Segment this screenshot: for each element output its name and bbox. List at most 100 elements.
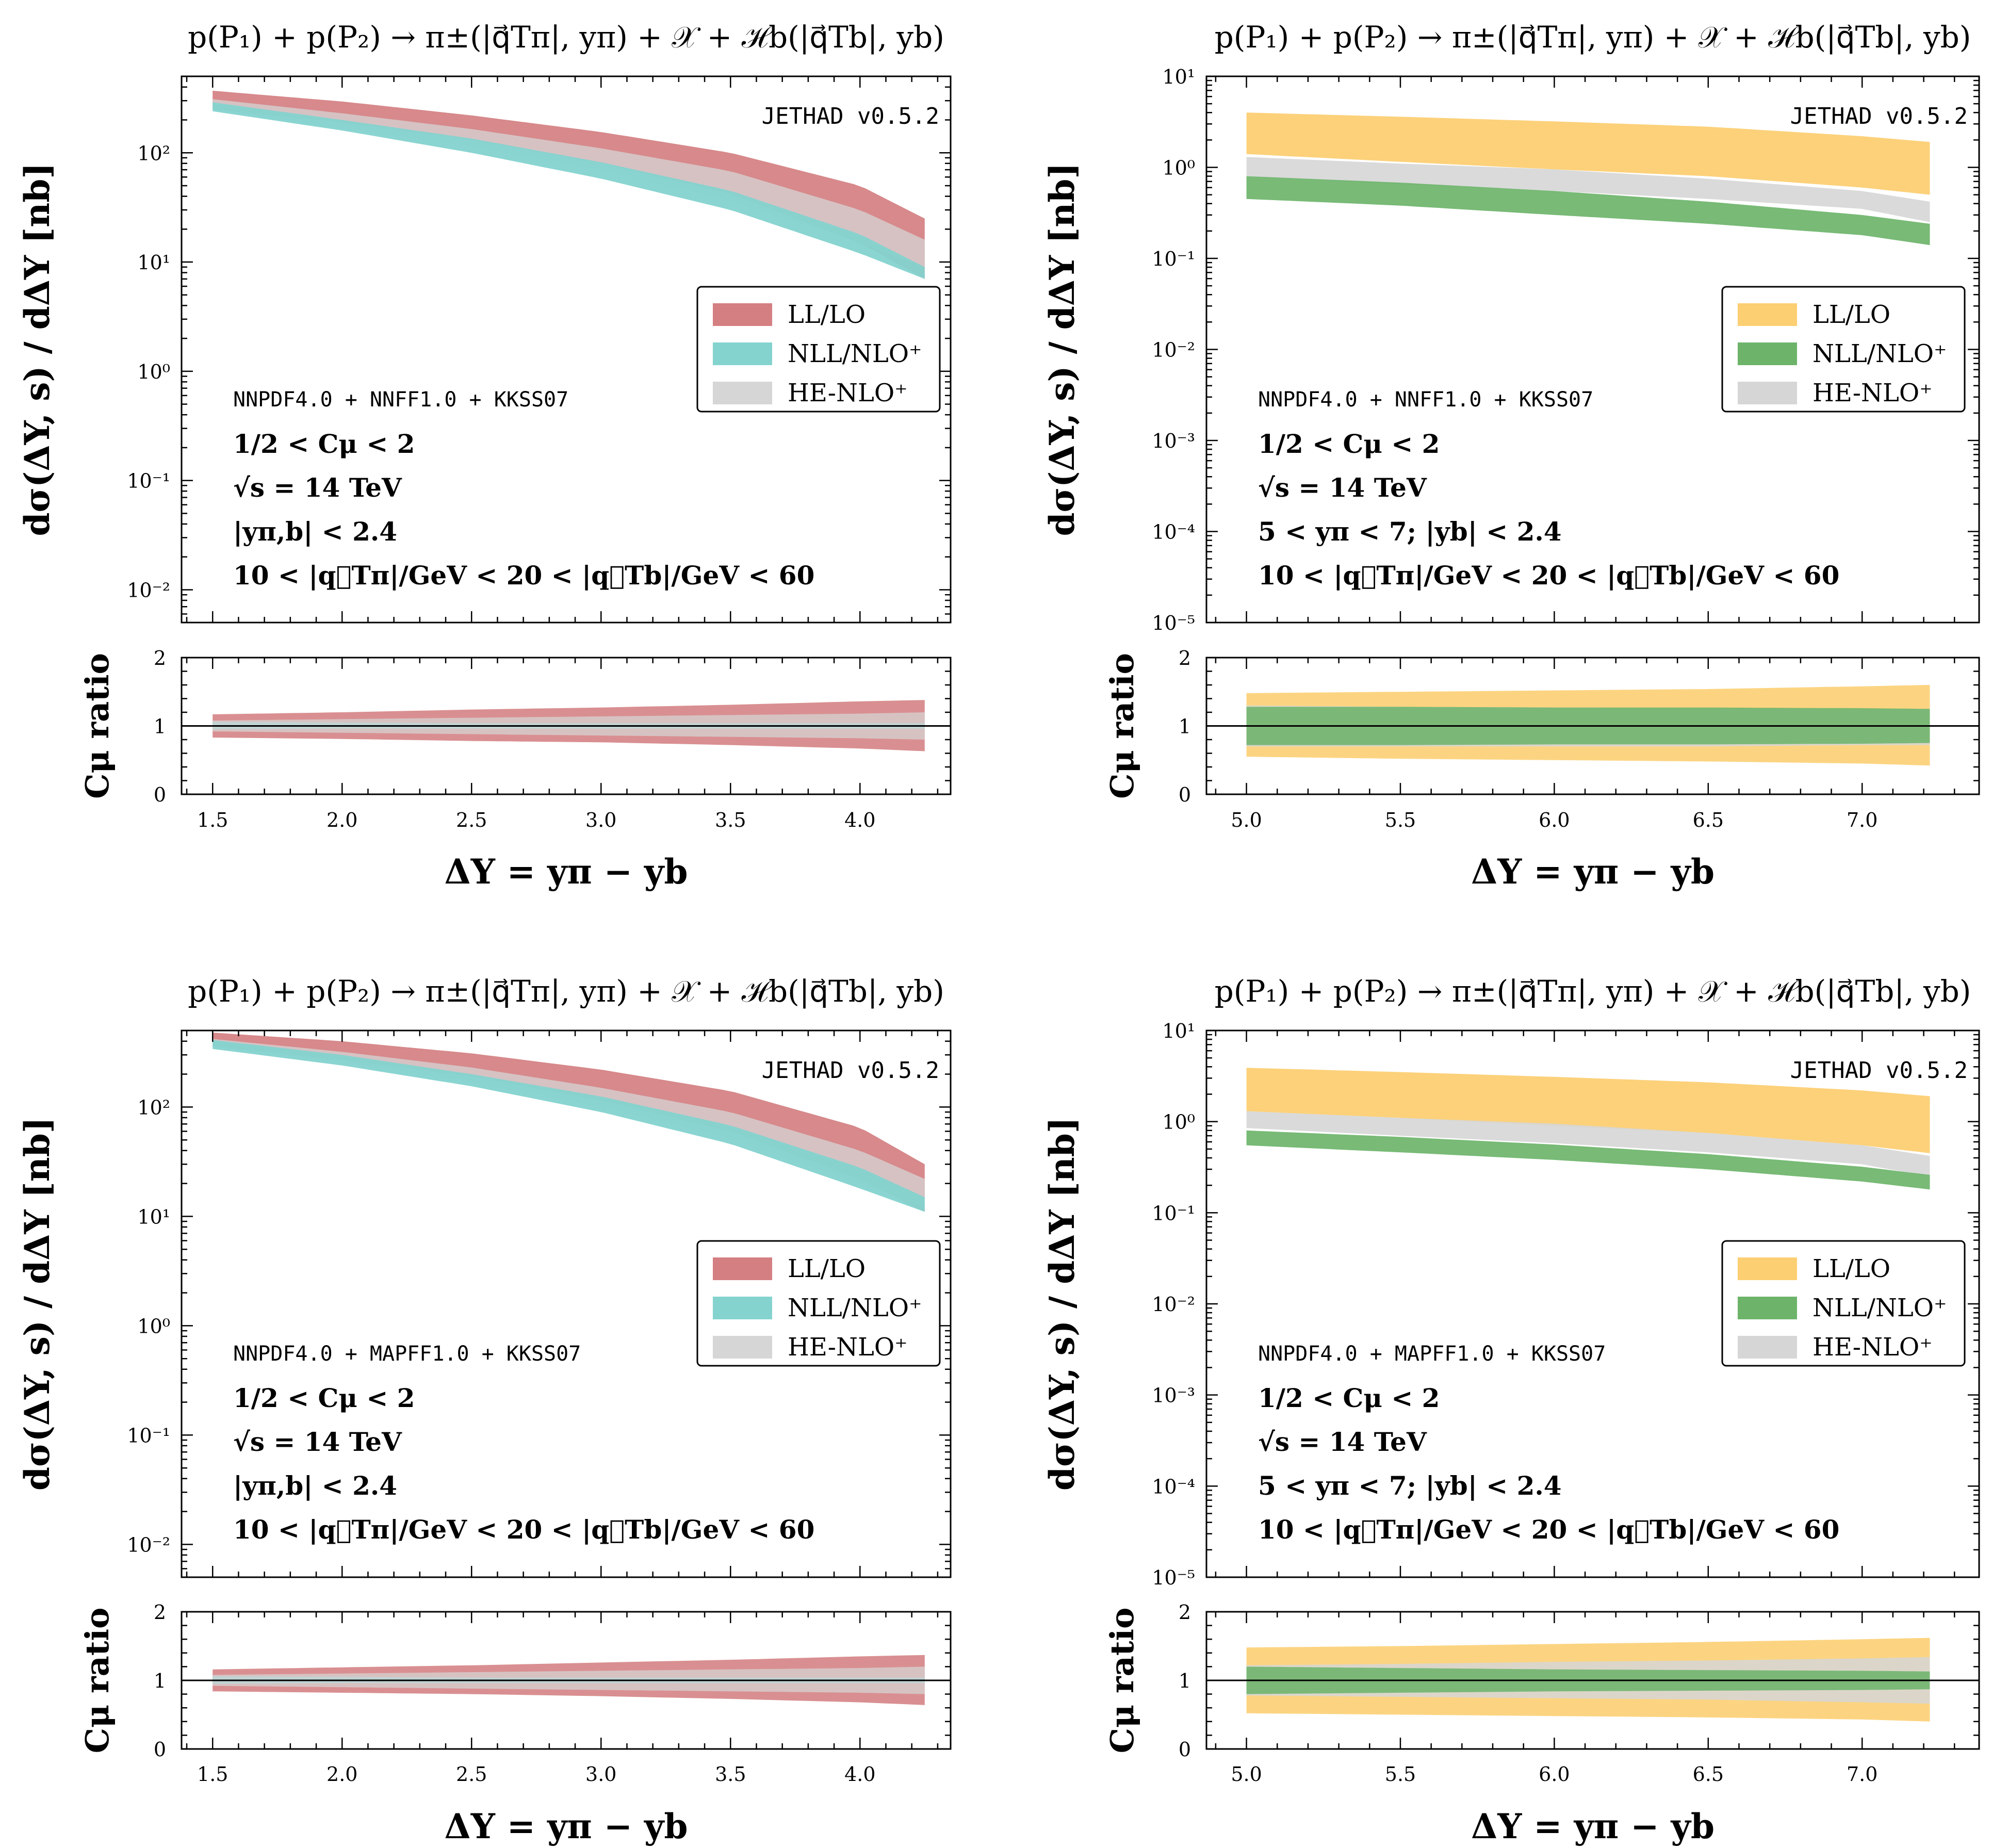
legend: LL/LO NLL/NLO⁺ HE-NLO⁺ <box>696 286 941 413</box>
cut-label: |yπ,b| < 2.4 <box>233 1470 397 1501</box>
cut-label: √s = 14 TeV <box>1258 1427 1427 1457</box>
x-tick-label: 2.5 <box>456 1763 487 1786</box>
x-tick-label: 2.5 <box>456 809 487 831</box>
y-axis-label: dσ(ΔY, s) / dΔY [nb] <box>1042 1117 1082 1491</box>
panel-bl: p(P₁) + p(P₂) → π±(|q⃗Tπ|, yπ) + 𝒳 + ℋb(… <box>17 974 952 1846</box>
legend-swatch <box>713 1257 772 1280</box>
legend-label: NLL/NLO⁺ <box>1813 1294 1947 1322</box>
band-lllo <box>1246 1068 1930 1153</box>
x-tick-label: 7.0 <box>1847 1763 1877 1786</box>
ratio-tick-label: 1 <box>1179 715 1191 738</box>
x-axis-label: ΔY = yπ − yb <box>1471 852 1715 892</box>
cut-label: √s = 14 TeV <box>1258 472 1427 503</box>
cut-label: 10 < |q⃗Tπ|/GeV < 20 < |q⃗Tb|/GeV < 60 <box>233 560 814 591</box>
main-plot-frame <box>181 1029 952 1578</box>
legend-label: LL/LO <box>1813 1254 1890 1283</box>
y-tick-label: 10¹ <box>1162 1020 1195 1042</box>
x-axis-label: ΔY = yπ − yb <box>445 1806 688 1846</box>
x-tick-label: 3.5 <box>715 809 746 831</box>
x-tick-label: 4.0 <box>844 809 875 831</box>
jethad-watermark: JETHAD v0.5.2 <box>762 1057 939 1084</box>
main-plot-frame <box>181 75 952 624</box>
main-bands <box>1246 112 1930 246</box>
legend-swatch <box>1738 303 1797 326</box>
x-tick-label: 1.5 <box>197 1763 228 1786</box>
y-axis-label: dσ(ΔY, s) / dΔY [nb] <box>17 162 57 536</box>
legend-label: HE-NLO⁺ <box>788 1333 908 1362</box>
ratio-tick-label: 2 <box>154 1601 166 1624</box>
legend-swatch <box>713 342 772 365</box>
x-tick-label: 4.0 <box>844 1763 875 1786</box>
band-henlo <box>1246 157 1930 222</box>
ratio-tick-label: 2 <box>154 647 166 669</box>
y-tick-label: 10⁻³ <box>1152 1384 1195 1407</box>
y-tick-label: 10⁻² <box>127 579 170 601</box>
x-tick-label: 5.5 <box>1385 1763 1416 1786</box>
x-tick-label: 5.0 <box>1231 809 1262 831</box>
cut-label: |yπ,b| < 2.4 <box>233 516 397 547</box>
panel-title: p(P₁) + p(P₂) → π±(|q⃗Tπ|, yπ) + 𝒳 + ℋb(… <box>188 20 944 55</box>
ratio-tick-label: 0 <box>154 1738 166 1761</box>
legend-label: HE-NLO⁺ <box>1813 379 1933 407</box>
ratio-tick-label: 0 <box>1179 1738 1191 1761</box>
legend-swatch <box>1738 1257 1797 1280</box>
legend: LL/LO NLL/NLO⁺ HE-NLO⁺ <box>696 1240 941 1367</box>
ratio-tick-label: 1 <box>1179 1670 1191 1692</box>
legend-label: HE-NLO⁺ <box>1813 1333 1933 1362</box>
legend-swatch <box>1738 382 1797 404</box>
y-tick-label: 10¹ <box>137 251 170 274</box>
legend-label: LL/LO <box>788 1254 866 1283</box>
jethad-watermark: JETHAD v0.5.2 <box>1790 103 1968 129</box>
y-tick-label: 10⁻¹ <box>127 470 170 493</box>
pdf-label: NNPDF4.0 + NNFF1.0 + KKSS07 <box>1258 388 1593 412</box>
y-tick-label: 10⁰ <box>137 1315 170 1337</box>
cut-label: 10 < |q⃗Tπ|/GeV < 20 < |q⃗Tb|/GeV < 60 <box>1258 560 1839 591</box>
jethad-watermark: JETHAD v0.5.2 <box>762 103 939 129</box>
x-tick-label: 2.0 <box>326 1763 357 1786</box>
y-tick-label: 10⁻³ <box>1152 430 1195 452</box>
pdf-label: NNPDF4.0 + NNFF1.0 + KKSS07 <box>233 388 568 412</box>
x-tick-label: 6.0 <box>1539 809 1570 831</box>
main-bands <box>213 1033 925 1212</box>
cut-label: 5 < yπ < 7; |yb| < 2.4 <box>1258 516 1562 547</box>
panel-br: p(P₁) + p(P₂) → π±(|q⃗Tπ|, yπ) + 𝒳 + ℋb(… <box>1042 974 1980 1846</box>
x-axis-label: ΔY = yπ − yb <box>1471 1806 1715 1846</box>
x-tick-label: 3.5 <box>715 1763 746 1786</box>
y-axis-label: dσ(ΔY, s) / dΔY [nb] <box>1042 162 1082 536</box>
panel-tl: p(P₁) + p(P₂) → π±(|q⃗Tπ|, yπ) + 𝒳 + ℋb(… <box>17 20 952 892</box>
ratio-tick-label: 0 <box>1179 783 1191 806</box>
pdf-label: NNPDF4.0 + MAPFF1.0 + KKSS07 <box>233 1342 581 1366</box>
cut-label: √s = 14 TeV <box>233 1427 402 1457</box>
y-tick-label: 10⁻⁵ <box>1152 1566 1195 1589</box>
x-tick-label: 5.0 <box>1231 1763 1262 1786</box>
ratio-tick-label: 1 <box>154 715 166 738</box>
legend-swatch <box>713 1297 772 1319</box>
ratio-tick-label: 2 <box>1179 647 1191 669</box>
y-tick-label: 10⁻⁵ <box>1152 612 1195 634</box>
legend-swatch <box>1738 1297 1797 1319</box>
y-tick-label: 10⁻¹ <box>1152 1202 1195 1224</box>
x-tick-label: 7.0 <box>1847 809 1877 831</box>
x-tick-label: 5.5 <box>1385 809 1416 831</box>
legend: LL/LO NLL/NLO⁺ HE-NLO⁺ <box>1721 1240 1966 1367</box>
x-tick-label: 3.0 <box>585 809 616 831</box>
x-tick-label: 6.5 <box>1693 1763 1724 1786</box>
x-tick-label: 6.5 <box>1693 809 1724 831</box>
legend-label: NLL/NLO⁺ <box>1813 339 1947 368</box>
ratio-tick-label: 2 <box>1179 1601 1191 1624</box>
cut-label: 1/2 < Cμ < 2 <box>1258 1383 1440 1413</box>
legend: LL/LO NLL/NLO⁺ HE-NLO⁺ <box>1721 286 1966 413</box>
cut-label: 10 < |q⃗Tπ|/GeV < 20 < |q⃗Tb|/GeV < 60 <box>233 1514 814 1545</box>
legend-label: HE-NLO⁺ <box>788 379 908 407</box>
panel-title: p(P₁) + p(P₂) → π±(|q⃗Tπ|, yπ) + 𝒳 + ℋb(… <box>1215 20 1971 55</box>
cut-label: √s = 14 TeV <box>233 472 402 503</box>
x-tick-label: 6.0 <box>1539 1763 1570 1786</box>
cut-label: 5 < yπ < 7; |yb| < 2.4 <box>1258 1470 1562 1501</box>
y-tick-label: 10⁰ <box>137 361 170 383</box>
ratio-axis-label: Cμ ratio <box>78 1608 116 1754</box>
panel-title: p(P₁) + p(P₂) → π±(|q⃗Tπ|, yπ) + 𝒳 + ℋb(… <box>188 974 944 1009</box>
cut-label: 1/2 < Cμ < 2 <box>1258 429 1440 459</box>
cut-label: 10 < |q⃗Tπ|/GeV < 20 < |q⃗Tb|/GeV < 60 <box>1258 1514 1839 1545</box>
y-tick-label: 10⁻² <box>127 1533 170 1556</box>
legend-swatch <box>713 303 772 326</box>
